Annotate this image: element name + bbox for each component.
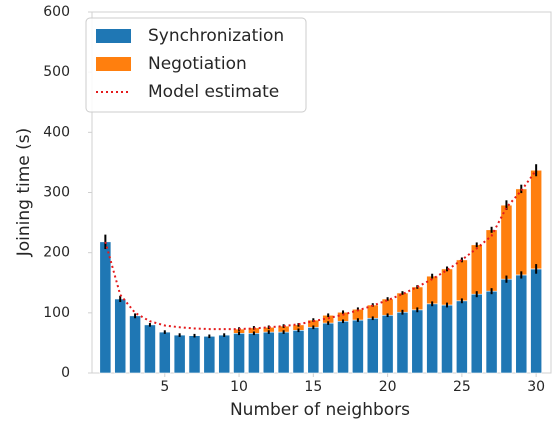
bar — [530, 268, 543, 374]
bar — [218, 334, 231, 374]
legend-label: Synchronization — [148, 26, 284, 46]
legend-box — [85, 17, 307, 113]
x-tick-label: 30 — [527, 379, 545, 395]
bar — [129, 315, 141, 374]
bar — [441, 304, 453, 374]
y-tick-label: 200 — [43, 245, 70, 261]
bar — [277, 331, 290, 374]
bar — [515, 274, 528, 374]
bar — [292, 329, 305, 374]
bar — [262, 331, 275, 374]
y-tick-label: 0 — [61, 365, 70, 381]
bar — [411, 309, 424, 374]
bar — [456, 259, 468, 302]
y-tick-label: 600 — [43, 4, 70, 20]
legend: Synchronization Negotiation Model estimate — [85, 17, 307, 113]
bar — [337, 320, 349, 374]
bar — [426, 303, 439, 374]
bar — [426, 275, 439, 305]
bar — [500, 278, 513, 374]
bar — [203, 335, 216, 374]
bar — [530, 169, 543, 270]
x-tick-label: 10 — [230, 379, 248, 395]
legend-swatch — [96, 57, 131, 71]
y-tick-label: 100 — [43, 305, 70, 321]
bar — [470, 293, 483, 374]
y-tick-label: 300 — [43, 185, 70, 201]
y-tick-label: 500 — [43, 64, 70, 80]
bar — [99, 241, 112, 374]
bar — [322, 322, 335, 374]
model-line — [104, 169, 537, 331]
bar — [173, 334, 186, 374]
bar — [411, 286, 424, 311]
bar — [515, 188, 528, 276]
bar — [352, 319, 364, 374]
bar — [158, 331, 171, 374]
bar — [366, 317, 379, 374]
y-tick-label: 400 — [43, 124, 70, 140]
y-axis-label: Joining time (s) — [14, 128, 34, 258]
bar — [485, 290, 498, 374]
legend-label: Model estimate — [148, 82, 279, 102]
bar — [366, 304, 379, 319]
x-tick-label: 15 — [304, 379, 322, 395]
bar — [307, 326, 320, 374]
bar — [144, 324, 156, 374]
bar — [188, 335, 201, 374]
bar — [381, 298, 394, 316]
x-axis-label: Number of neighbors — [230, 400, 410, 420]
x-tick-label: 20 — [379, 379, 397, 395]
bar — [233, 332, 245, 374]
bar — [381, 314, 394, 374]
legend-label: Negotiation — [148, 54, 247, 74]
bar — [396, 292, 409, 313]
legend-swatch — [96, 29, 131, 43]
bar — [500, 204, 513, 280]
bar — [456, 300, 468, 374]
bar — [248, 332, 260, 374]
x-tick-label: 25 — [453, 379, 471, 395]
bar — [396, 311, 409, 374]
bar — [114, 298, 127, 374]
x-tick-label: 5 — [160, 379, 169, 395]
bar — [441, 268, 453, 306]
